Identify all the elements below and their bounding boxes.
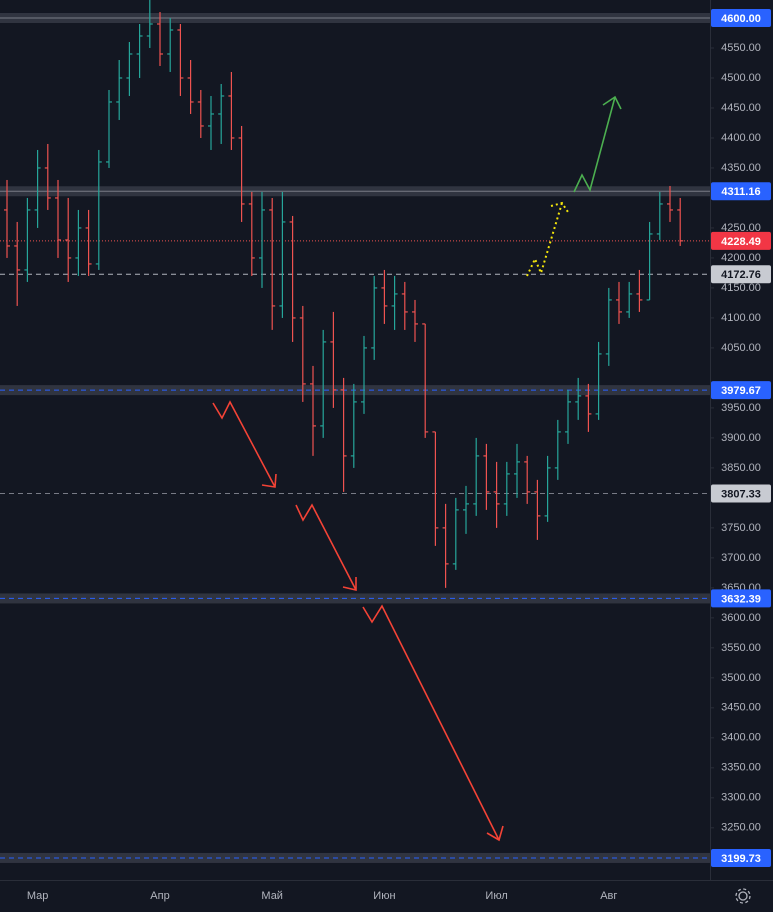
y-tick-label: 3250.00: [721, 822, 761, 834]
price-label-box: [711, 8, 771, 27]
price-label: 3979.67: [721, 385, 761, 397]
green-arrow: [573, 96, 616, 193]
price-label: 4172.76: [721, 269, 761, 281]
price-label-box: [711, 182, 771, 201]
x-tick-label: Июн: [373, 890, 395, 902]
x-tick-label: Мар: [27, 890, 49, 902]
x-tick-label: Май: [261, 890, 283, 902]
yellow-arrow: [526, 202, 563, 277]
y-tick-label: 3550.00: [721, 642, 761, 654]
price-label: 3632.39: [721, 593, 761, 605]
red-arrow: [295, 503, 357, 591]
arrow-head: [261, 473, 277, 488]
y-tick-label: 4350.00: [721, 162, 761, 174]
price-label: 4600.00: [721, 13, 761, 25]
gear-teeth[interactable]: [735, 888, 751, 904]
price-label-box: [711, 381, 771, 400]
red-arrow: [212, 400, 276, 488]
price-label-box: [711, 589, 771, 608]
price-label: 3807.33: [721, 488, 761, 500]
gear[interactable]: [738, 891, 748, 901]
arrow-head: [550, 201, 569, 213]
price-label: 4311.16: [721, 186, 760, 198]
price-label: 4228.49: [721, 236, 761, 248]
arrow-head: [602, 95, 622, 110]
arrow-head: [342, 577, 357, 592]
y-tick-label: 4550.00: [721, 42, 761, 54]
red-arrow: [362, 604, 500, 841]
x-tick-label: Авг: [600, 890, 617, 902]
y-tick-label: 3400.00: [721, 732, 761, 744]
price-label: 3199.73: [721, 853, 761, 865]
y-tick-label: 4500.00: [721, 72, 761, 84]
price-label-box: [711, 848, 771, 867]
y-tick-label: 3700.00: [721, 552, 761, 564]
y-tick-label: 3850.00: [721, 462, 761, 474]
y-tick-label: 3450.00: [721, 702, 761, 714]
y-tick-label: 3300.00: [721, 792, 761, 804]
y-tick-label: 4050.00: [721, 342, 761, 354]
y-tick-label: 4150.00: [721, 282, 761, 294]
x-tick-label: Апр: [150, 890, 169, 902]
price-axis: 3250.00 3300.00 3350.00 3400.00 3450.00 3500.…: [710, 8, 771, 867]
settings-icon[interactable]: [735, 888, 751, 904]
y-tick-label: 4200.00: [721, 252, 761, 264]
x-tick-label: Июл: [485, 890, 507, 902]
drawings: [212, 95, 622, 842]
arrow-head: [486, 825, 504, 842]
y-tick-label: 3600.00: [721, 612, 761, 624]
price-label-box: [711, 265, 771, 284]
y-tick-label: 4250.00: [721, 222, 761, 234]
price-label-box: [711, 484, 771, 503]
y-tick-label: 4100.00: [721, 312, 761, 324]
y-tick-label: 3350.00: [721, 762, 761, 774]
y-tick-label: 3900.00: [721, 432, 761, 444]
y-tick-label: 4450.00: [721, 102, 761, 114]
y-tick-label: 4400.00: [721, 132, 761, 144]
y-tick-label: 3750.00: [721, 522, 761, 534]
y-tick-label: 3950.00: [721, 402, 761, 414]
y-tick-label: 3500.00: [721, 672, 761, 684]
plot-area: [0, 0, 710, 863]
price-label-box: [711, 231, 771, 250]
